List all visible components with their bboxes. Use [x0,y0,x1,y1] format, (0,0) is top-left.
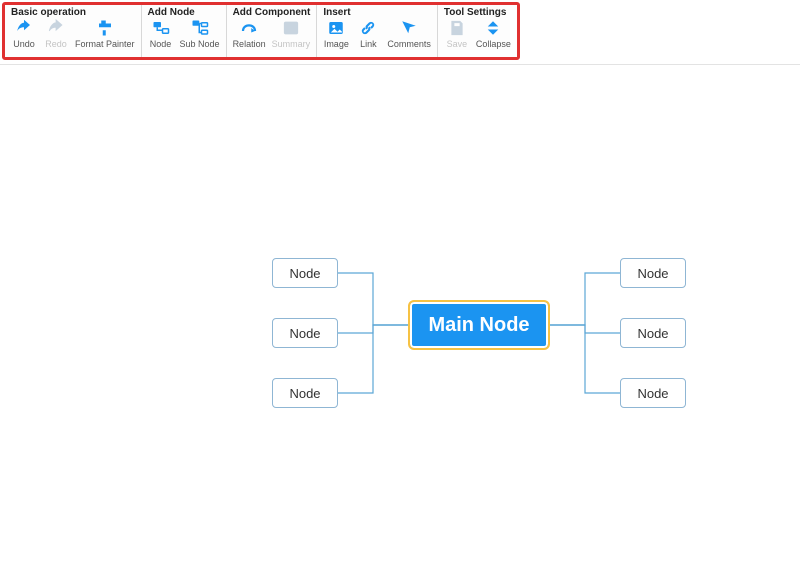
save-button: Save [444,19,470,49]
toolbar-item-label: Relation [233,39,266,49]
brush-icon [96,19,114,37]
toolbar-group-insert: Insert Image Link Comments [317,5,438,57]
toolbar-group-add-node: Add Node Node Sub Node [142,5,227,57]
toolbar-group-items: Undo Redo Format Painter [11,19,135,49]
main-node[interactable]: Main Node [408,300,550,350]
toolbar-group-title: Insert [323,7,431,19]
add-subnode-button[interactable]: Sub Node [180,19,220,49]
toolbar-group-title: Tool Settings [444,7,511,19]
subnode-icon [191,19,209,37]
main-node-label: Main Node [428,314,529,337]
mindmap-canvas[interactable]: Main Node Node Node Node Node Node Node [0,64,800,584]
collapse-button[interactable]: Collapse [476,19,511,49]
toolbar-item-label: Link [360,39,377,49]
format-painter-button[interactable]: Format Painter [75,19,135,49]
save-icon [448,19,466,37]
add-node-button[interactable]: Node [148,19,174,49]
toolbar-item-label: Image [324,39,349,49]
toolbar-item-label: Format Painter [75,39,135,49]
child-node[interactable]: Node [272,378,338,408]
toolbar-item-label: Redo [45,39,67,49]
insert-link-button[interactable]: Link [355,19,381,49]
toolbar-item-label: Sub Node [180,39,220,49]
summary-button: Summary [272,19,311,49]
child-node-label: Node [289,266,320,281]
child-node-label: Node [637,386,668,401]
toolbar-group-items: Node Sub Node [148,19,220,49]
toolbar-item-label: Collapse [476,39,511,49]
redo-button: Redo [43,19,69,49]
child-node[interactable]: Node [620,318,686,348]
node-icon [152,19,170,37]
child-node[interactable]: Node [272,258,338,288]
toolbar-group-title: Add Node [148,7,220,19]
toolbar-group-items: Image Link Comments [323,19,431,49]
child-node-label: Node [289,386,320,401]
toolbar-item-label: Comments [387,39,431,49]
undo-button[interactable]: Undo [11,19,37,49]
redo-icon [47,19,65,37]
image-icon [327,19,345,37]
undo-icon [15,19,33,37]
link-icon [359,19,377,37]
relation-icon [240,19,258,37]
child-node-label: Node [289,326,320,341]
summary-icon [282,19,300,37]
toolbar-item-label: Undo [13,39,35,49]
insert-image-button[interactable]: Image [323,19,349,49]
toolbar-group-basic-operation: Basic operation Undo Redo Format Painter [5,5,142,57]
toolbar-group-items: Relation Summary [233,19,311,49]
toolbar-group-title: Basic operation [11,7,135,19]
child-node-label: Node [637,326,668,341]
child-node[interactable]: Node [620,258,686,288]
child-node[interactable]: Node [272,318,338,348]
toolbar-item-label: Node [150,39,172,49]
toolbar-group-title: Add Component [233,7,311,19]
collapse-icon [484,19,502,37]
toolbar-item-label: Save [447,39,468,49]
toolbar-group-tool-settings: Tool Settings Save Collapse [438,5,517,57]
child-node[interactable]: Node [620,378,686,408]
comment-icon [400,19,418,37]
toolbar-group-items: Save Collapse [444,19,511,49]
toolbar-group-add-component: Add Component Relation Summary [227,5,318,57]
toolbar: Basic operation Undo Redo Format Painter Add… [2,2,520,60]
relation-button[interactable]: Relation [233,19,266,49]
insert-comments-button[interactable]: Comments [387,19,431,49]
child-node-label: Node [637,266,668,281]
toolbar-item-label: Summary [272,39,311,49]
